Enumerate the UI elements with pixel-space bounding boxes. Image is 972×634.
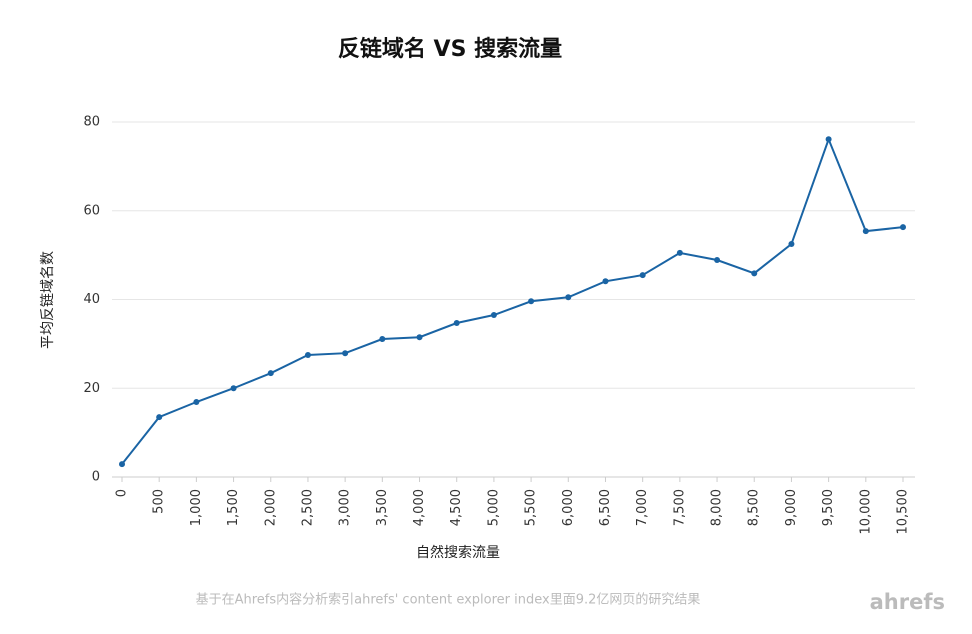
- x-tick-label: 3,500: [375, 489, 390, 526]
- data-point: [156, 414, 163, 421]
- data-point: [267, 370, 274, 377]
- x-tick-label: 9,500: [821, 489, 836, 526]
- x-tick-label: 6,500: [598, 489, 613, 526]
- data-point: [565, 294, 572, 301]
- x-tick-label: 4,000: [412, 489, 427, 526]
- x-tick-label: 2,000: [263, 489, 278, 526]
- data-point: [342, 350, 349, 357]
- data-point: [862, 228, 869, 235]
- data-point: [900, 224, 906, 231]
- footnote: 基于在Ahrefs内容分析索引ahrefs' content explorer …: [196, 592, 701, 608]
- data-point: [119, 461, 125, 468]
- x-tick-label: 8,500: [747, 489, 762, 526]
- x-tick-label: 7,000: [635, 489, 650, 526]
- y-tick-label: 40: [83, 292, 100, 307]
- data-point: [788, 241, 795, 248]
- x-tick-label: 5,000: [486, 489, 501, 526]
- x-tick-label: 2,500: [300, 489, 315, 526]
- x-tick-label: 4,500: [449, 489, 464, 526]
- y-tick-label: 0: [92, 470, 100, 485]
- data-point: [639, 272, 646, 279]
- data-point: [193, 399, 200, 406]
- y-tick-label: 20: [83, 381, 100, 396]
- data-point: [453, 320, 460, 327]
- data-point: [676, 249, 683, 256]
- x-tick-label: 10,000: [858, 489, 873, 535]
- x-tick-label: 1,000: [189, 489, 204, 526]
- chart-title: 反链域名 VS 搜索流量: [338, 36, 562, 62]
- data-point: [490, 312, 497, 319]
- data-point: [528, 298, 535, 305]
- x-axis-label: 自然搜索流量: [416, 544, 500, 561]
- x-tick-label: 7,500: [672, 489, 687, 526]
- data-point: [304, 351, 311, 358]
- data-point: [602, 278, 609, 285]
- x-tick-label: 1,500: [226, 489, 241, 526]
- data-point: [379, 335, 386, 342]
- x-tick-label: 500: [152, 489, 167, 514]
- x-tick-label: 8,000: [710, 489, 725, 526]
- x-tick-label: 3,000: [338, 489, 353, 526]
- x-tick-label: 5,500: [524, 489, 539, 526]
- brand-logo: ahrefs: [870, 590, 945, 614]
- data-point: [416, 334, 423, 341]
- x-tick-label: 9,000: [784, 489, 799, 526]
- data-line: [121, 136, 904, 465]
- data-point: [825, 136, 832, 143]
- x-tick-label: 0: [115, 489, 130, 497]
- data-point: [230, 385, 237, 392]
- x-tick-label: 6,000: [561, 489, 576, 526]
- y-tick-label: 60: [83, 203, 100, 218]
- data-point: [714, 257, 721, 264]
- y-tick-label: 80: [83, 115, 100, 130]
- data-point: [751, 270, 758, 277]
- y-axis-label: 平均反链域名数: [40, 251, 56, 349]
- x-tick-label: 10,500: [896, 489, 911, 535]
